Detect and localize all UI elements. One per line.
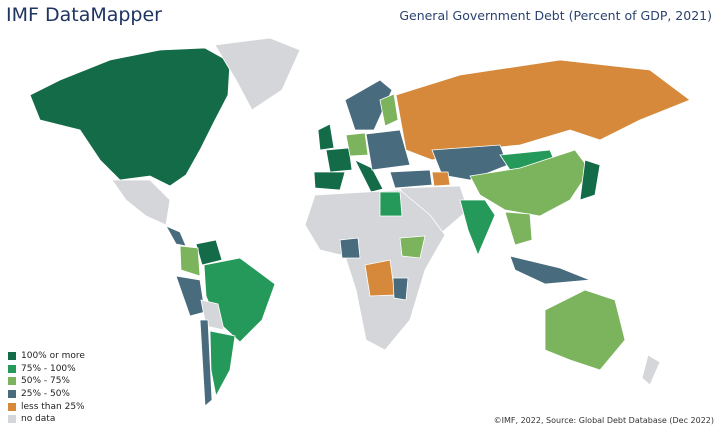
country xyxy=(354,159,384,193)
country xyxy=(399,235,426,259)
title: IMF DataMapper xyxy=(6,4,162,26)
source-note: ©IMF, 2022, Source: Global Debt Database… xyxy=(493,416,714,425)
legend-label: 50% - 75% xyxy=(21,376,70,387)
legend-item: no data xyxy=(8,413,85,426)
country xyxy=(165,225,187,247)
legend-swatch xyxy=(8,377,16,386)
country xyxy=(469,149,591,217)
country xyxy=(379,191,403,217)
legend-label: 75% - 100% xyxy=(21,363,76,374)
legend-label: 25% - 50% xyxy=(21,389,70,400)
country xyxy=(509,255,591,285)
country xyxy=(365,129,411,171)
legend-swatch xyxy=(8,415,16,424)
country xyxy=(431,144,509,181)
legend-item: 50% - 75% xyxy=(8,375,85,388)
legend: 100% or more 75% - 100% 50% - 75% 25% - 50%… xyxy=(8,350,85,426)
country xyxy=(317,123,335,151)
country xyxy=(179,245,201,277)
country xyxy=(504,211,533,246)
country xyxy=(209,330,236,398)
country xyxy=(339,237,361,259)
legend-swatch xyxy=(8,352,16,361)
country xyxy=(175,275,206,317)
legend-item: 100% or more xyxy=(8,350,85,363)
country xyxy=(395,59,691,161)
legend-item: 75% - 100% xyxy=(8,363,85,376)
country xyxy=(203,257,276,343)
legend-item: less than 25% xyxy=(8,400,85,413)
country xyxy=(195,239,223,266)
country xyxy=(379,93,399,127)
legend-label: 100% or more xyxy=(21,351,85,362)
subtitle: General Government Debt (Percent of GDP,… xyxy=(399,8,712,23)
country xyxy=(199,319,213,407)
legend-swatch xyxy=(8,402,16,411)
country xyxy=(459,199,496,257)
legend-label: less than 25% xyxy=(21,401,85,412)
country xyxy=(392,277,409,301)
country xyxy=(29,47,231,187)
country xyxy=(641,354,661,386)
country xyxy=(313,171,346,191)
country xyxy=(364,259,396,297)
country xyxy=(579,159,601,201)
country xyxy=(389,169,433,189)
country xyxy=(544,289,626,371)
country xyxy=(431,171,451,187)
country xyxy=(325,147,353,173)
legend-item: 25% - 50% xyxy=(8,388,85,401)
legend-swatch xyxy=(8,364,16,373)
country xyxy=(345,132,369,157)
country xyxy=(214,37,301,111)
legend-label: no data xyxy=(21,414,56,425)
country xyxy=(111,179,171,226)
legend-swatch xyxy=(8,390,16,399)
